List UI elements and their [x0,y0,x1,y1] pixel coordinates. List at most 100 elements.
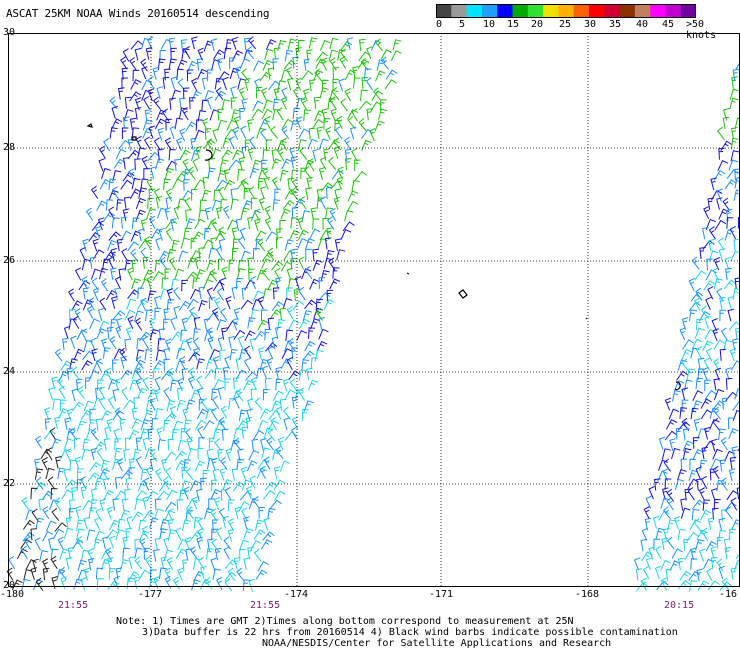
wind-barb [135,437,143,450]
wind-barb [105,547,112,561]
wind-barb [318,328,329,340]
wind-barb [142,256,150,269]
wind-barb [224,355,231,370]
wind-barb [310,207,318,220]
wind-barb [143,96,150,110]
wind-barb [74,456,82,470]
wind-barb [304,265,313,280]
wind-barb [76,479,84,491]
wind-barb [228,336,235,349]
wind-barb [281,348,293,359]
wind-barb [311,118,324,130]
wind-barb [297,139,307,151]
wind-barb [165,227,173,242]
wind-barb [41,457,48,471]
wind-barb [384,79,397,90]
wind-barb [298,286,306,301]
wind-barb [319,196,327,210]
wind-barb [317,292,331,302]
wind-barb [668,408,679,420]
wind-barb [730,137,739,150]
wind-barb [59,448,71,460]
wind-barb [239,539,249,551]
wind-barb [247,546,254,560]
wind-barb [76,519,85,531]
wind-barb [633,557,641,571]
wind-barb [132,69,140,82]
wind-barb [241,479,252,491]
wind-barb [318,138,329,150]
wind-barb [95,418,103,431]
wind-barb [236,267,246,280]
wind-barb [88,297,95,311]
wind-barb [206,448,213,462]
wind-barb [251,438,258,452]
wind-barb [713,358,720,372]
wind-barb [64,417,71,430]
wind-barb [262,99,273,111]
island [86,123,93,128]
legend-swatch [451,4,468,18]
wind-barb [153,295,161,309]
wind-barb [293,288,301,302]
wind-barb [201,397,209,411]
island [674,381,681,391]
wind-barb [280,137,288,151]
wind-barb [257,347,265,360]
wind-barb [120,230,132,242]
wind-barb [102,258,111,271]
wind-barb [190,546,198,560]
wind-barb [724,179,737,190]
footnote-line-2: 3)Data buffer is 22 hrs from 20160514 4)… [142,627,678,638]
footnote-credit: NOAA/NESDIS/Center for Satellite Applica… [262,638,612,649]
wind-barb [108,535,116,549]
wind-barb [166,489,178,500]
wind-barb [141,66,148,80]
wind-barb [713,277,723,290]
wind-barb [122,536,129,549]
wind-barb [259,465,266,480]
wind-barb [359,38,366,51]
wind-barb [153,549,160,562]
wind-barb [274,188,281,201]
wind-barb [711,317,718,332]
wind-barb [713,339,726,350]
wind-barb [710,546,717,560]
wind-barb [39,550,49,562]
wind-barb [732,288,740,300]
wind-barb [301,210,311,222]
wind-barb [149,569,157,581]
wind-barb [635,568,643,581]
wind-barb [187,257,197,269]
wind-barb [259,118,270,130]
wind-barb [114,407,123,421]
wind-barb [168,256,177,271]
wind-barb [314,68,323,82]
wind-barb [156,490,169,501]
wind-barb [330,108,337,122]
wind-barb [170,47,177,60]
wind-barb [177,377,184,392]
wind-barb [69,358,78,370]
wind-barb [149,458,157,471]
wind-barb [159,49,167,62]
wind-barb [127,315,134,329]
wind-barb [717,160,729,171]
wind-barb [135,490,148,501]
wind-barb [137,287,145,300]
wind-barb [189,288,201,300]
wind-barb [316,126,324,140]
wind-barb [691,338,703,350]
wind-barb [164,68,171,81]
wind-barb [257,561,269,572]
wind-barb [347,200,359,212]
wind-barb [700,475,708,490]
wind-barb [704,426,711,440]
wind-barb [128,429,140,441]
wind-barb [702,367,709,381]
wind-barb [279,307,287,320]
wind-barb [222,366,230,380]
wind-barb [245,371,258,381]
wind-barb [243,516,250,530]
wind-barb [654,565,662,579]
